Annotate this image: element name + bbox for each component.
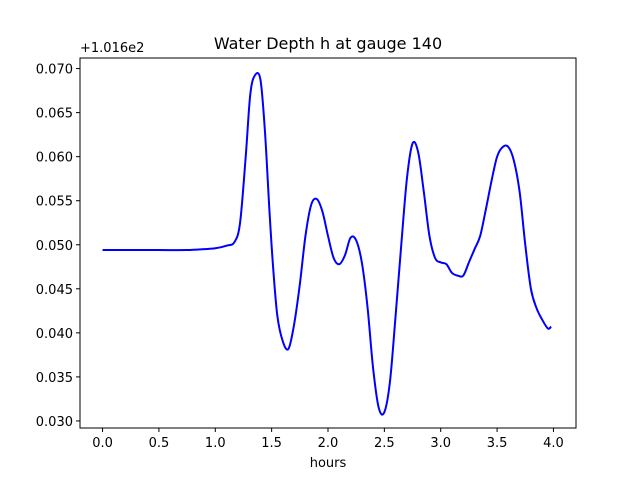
x-tick-label: 3.5 [487,436,508,451]
y-tick-label: 0.055 [36,195,73,210]
y-tick-label: 0.050 [36,239,73,254]
axis-ticks: 0.0 0.5 1.0 1.5 2.0 2.5 3.0 3.5 4.0 0.030 0.035 0.0… [36,63,564,451]
x-tick-label: 2.5 [374,436,395,451]
x-tick-label: 1.5 [261,436,282,451]
y-tick-label: 0.065 [36,107,73,122]
y-tick-label: 0.070 [36,63,73,78]
y-tick-label: 0.035 [36,371,73,386]
x-tick-label: 3.0 [430,436,451,451]
y-axis-offset-label: +1.016e2 [80,41,144,56]
x-tick-label: 1.0 [205,436,226,451]
y-tick-label: 0.040 [36,327,73,342]
x-tick-label: 0.0 [92,436,113,451]
chart-title: Water Depth h at gauge 140 [214,34,442,53]
y-tick-label: 0.060 [36,151,73,166]
x-tick-label: 2.0 [318,436,339,451]
x-axis-label: hours [310,456,347,471]
plot-frame [79,57,577,429]
y-tick-label: 0.045 [36,283,73,298]
x-tick-label: 0.5 [149,436,170,451]
series-line [102,71,552,416]
y-tick-label: 0.030 [36,415,73,430]
x-tick-label: 4.0 [543,436,564,451]
